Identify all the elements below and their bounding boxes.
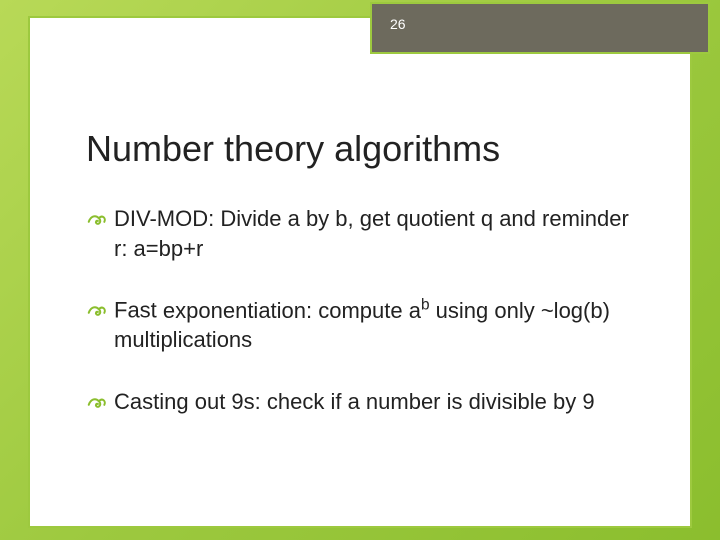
bullet-3-rest: out 9s: check if a number is divisible b…: [195, 389, 595, 414]
bullet-1-prefix: DIV-MOD:: [114, 206, 220, 231]
page-title: Number theory algorithms: [86, 128, 634, 170]
swirl-icon: [86, 390, 108, 416]
bullet-3-prefix: Casting: [114, 389, 195, 414]
bullet-2-text: Fast exponentiation: compute ab using on…: [114, 295, 634, 355]
header-bar: 26: [370, 2, 710, 54]
bullet-2: Fast exponentiation: compute ab using on…: [86, 295, 634, 355]
bullet-3-text: Casting out 9s: check if a number is div…: [114, 387, 634, 417]
bullet-2-rest: exponentiation: compute ab using only ~l…: [114, 298, 610, 353]
slide-content: Number theory algorithms DIV-MOD: Divide…: [30, 18, 690, 417]
page-number: 26: [390, 16, 406, 32]
bullet-1-text: DIV-MOD: Divide a by b, get quotient q a…: [114, 204, 634, 263]
slide-card: 26 Number theory algorithms DIV-MOD: Div…: [28, 16, 692, 528]
bullet-2-prefix: Fast: [114, 298, 163, 323]
bullet-3: Casting out 9s: check if a number is div…: [86, 387, 634, 417]
swirl-icon: [86, 298, 108, 324]
bullet-1: DIV-MOD: Divide a by b, get quotient q a…: [86, 204, 634, 263]
swirl-icon: [86, 207, 108, 233]
